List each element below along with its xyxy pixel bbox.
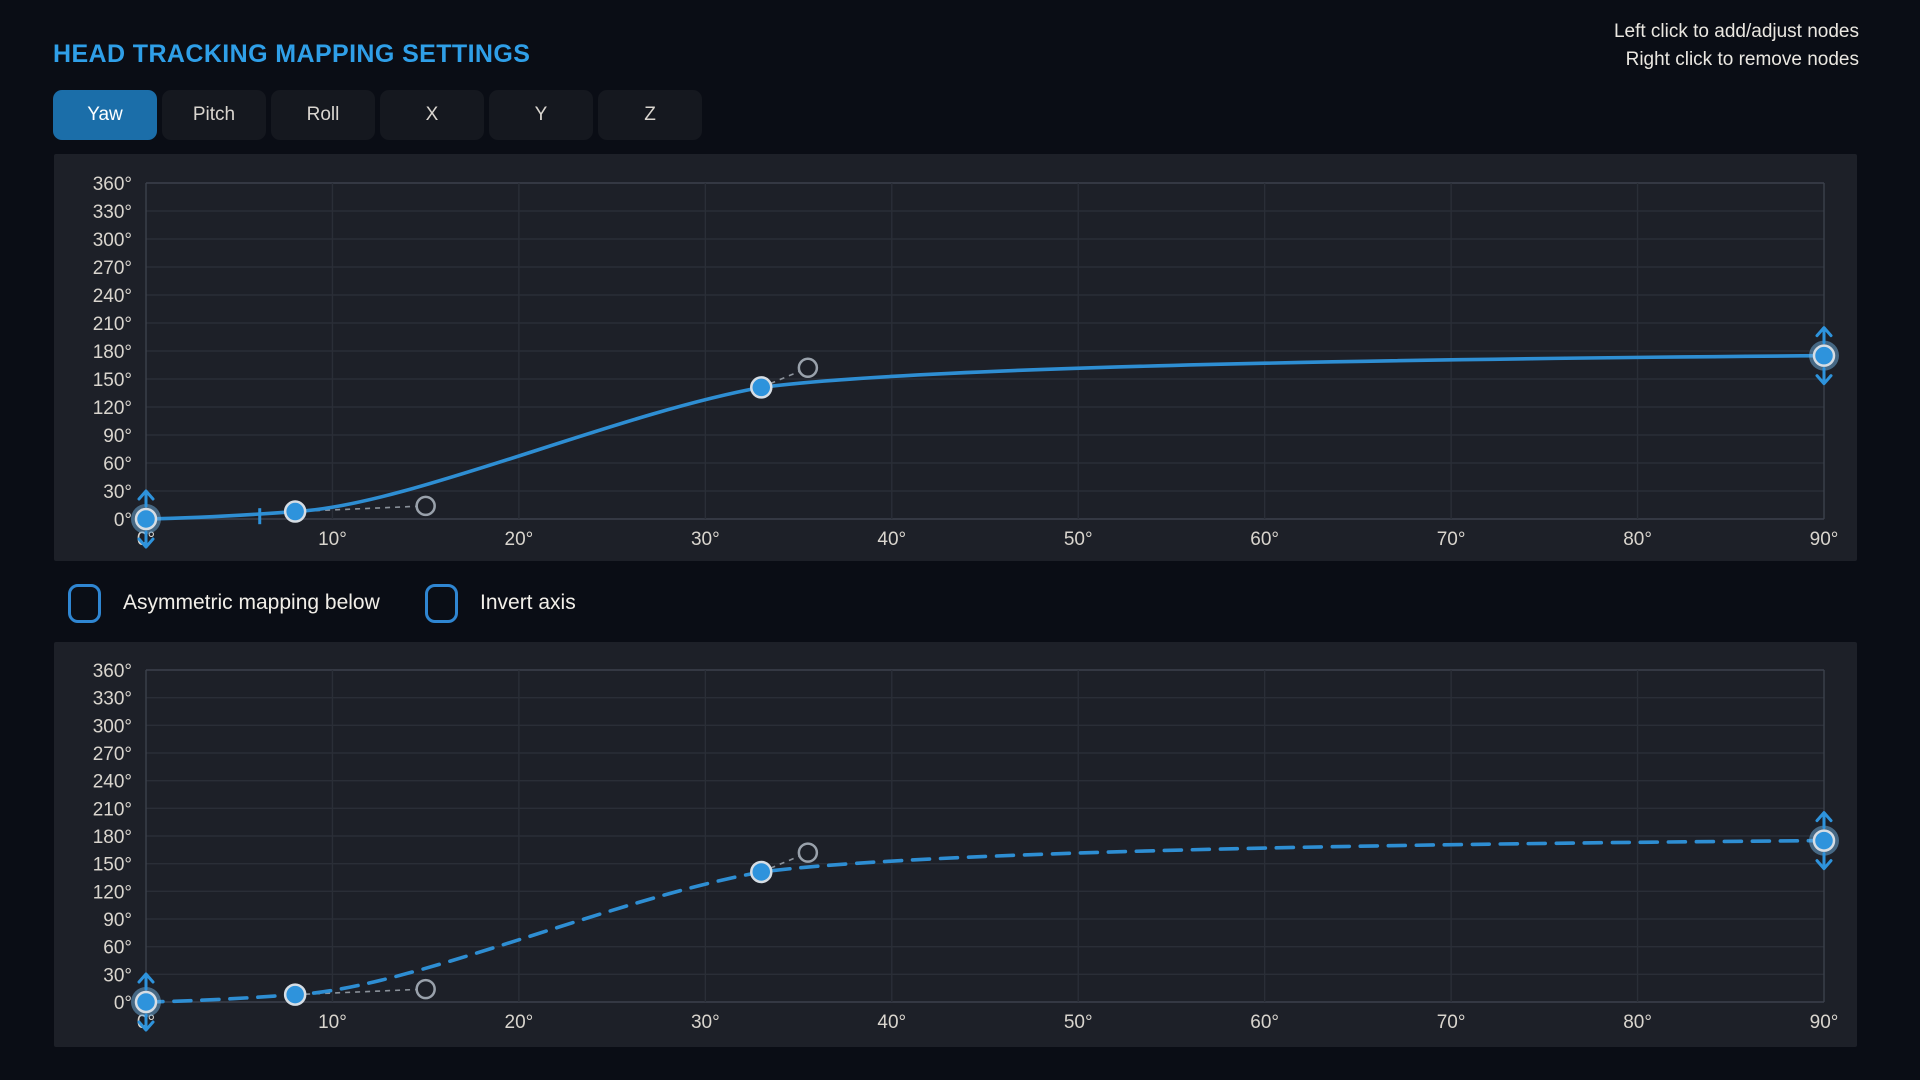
x-axis-tick-label: 20° xyxy=(505,529,534,550)
ghost-node[interactable] xyxy=(415,495,436,517)
axis-tab-bar: Yaw Pitch Roll X Y Z xyxy=(53,90,702,140)
y-axis-tick-label: 360° xyxy=(93,661,132,682)
hint-add-nodes: Left click to add/adjust nodes xyxy=(1613,21,1859,42)
x-axis-tick-label: 90° xyxy=(1810,529,1839,550)
curve-node[interactable] xyxy=(283,983,307,1006)
x-axis-tick-label: 40° xyxy=(877,1012,906,1033)
tab-roll[interactable]: Roll xyxy=(271,90,375,140)
y-axis-tick-label: 30° xyxy=(103,965,132,986)
mapping-curve xyxy=(144,838,1826,1004)
asymmetric-mapping-label: Asymmetric mapping below xyxy=(123,591,380,614)
y-axis-tick-label: 0° xyxy=(114,510,132,531)
x-axis-tick-label: 10° xyxy=(318,1012,347,1033)
x-axis-tick-label: 80° xyxy=(1623,529,1652,550)
x-axis-tick-label: 40° xyxy=(877,529,906,550)
y-axis-tick-label: 330° xyxy=(93,689,132,710)
ghost-node[interactable] xyxy=(415,978,436,1000)
drag-down-arrow-icon xyxy=(1815,367,1833,386)
curve-node[interactable] xyxy=(750,376,773,399)
hint-remove-nodes: Right click to remove nodes xyxy=(1625,49,1859,70)
y-axis-tick-label: 0° xyxy=(114,993,132,1014)
curve-node[interactable] xyxy=(1812,829,1836,852)
node-instructions: Left click to add/adjust nodes Right cli… xyxy=(1614,18,1859,74)
x-axis-tick-label: 70° xyxy=(1437,1012,1466,1033)
y-axis-tick-label: 240° xyxy=(93,286,132,307)
mapping-chart-upper[interactable]: 0° 30° 60° 90° 120° 150° 180° 210° 240° 270° 300° 3… xyxy=(54,154,1857,561)
invert-axis-label: Invert axis xyxy=(480,591,576,614)
drag-down-arrow-icon xyxy=(137,1013,155,1032)
y-axis-tick-label: 60° xyxy=(103,454,132,475)
y-axis-tick-label: 210° xyxy=(93,799,132,820)
y-axis-tick-label: 300° xyxy=(93,716,132,737)
y-axis-tick-label: 240° xyxy=(93,772,132,793)
y-axis-tick-label: 270° xyxy=(93,258,132,279)
x-axis-tick-label: 10° xyxy=(318,529,347,550)
page-title: HEAD TRACKING MAPPING SETTINGS xyxy=(53,40,531,68)
y-axis-tick-label: 120° xyxy=(93,882,132,903)
y-axis-tick-label: 270° xyxy=(93,744,132,765)
tab-yaw[interactable]: Yaw xyxy=(53,90,157,140)
drag-up-arrow-icon xyxy=(137,489,155,508)
drag-up-arrow-icon xyxy=(1815,811,1833,830)
y-axis-tick-label: 150° xyxy=(93,855,132,876)
y-axis-tick-label: 60° xyxy=(103,938,132,959)
tab-y[interactable]: Y xyxy=(489,90,593,140)
invert-axis-option: Invert axis xyxy=(425,583,576,623)
y-axis-tick-label: 180° xyxy=(93,827,132,848)
drag-down-arrow-icon xyxy=(1815,852,1833,871)
x-axis-tick-label: 60° xyxy=(1250,1012,1279,1033)
ghost-node[interactable] xyxy=(797,357,819,379)
x-axis-tick-label: 60° xyxy=(1250,529,1279,550)
x-axis-tick-label: 50° xyxy=(1064,529,1093,550)
y-axis-tick-label: 150° xyxy=(93,370,132,391)
curve-node[interactable] xyxy=(1812,344,1836,367)
asymmetric-mapping-checkbox[interactable] xyxy=(68,583,101,623)
tab-x[interactable]: X xyxy=(380,90,484,140)
mapping-chart-lower-panel: 0° 30° 60° 90° 120° 150° 180° 210° 240° 270° 300° 3… xyxy=(54,642,1857,1047)
curve-node[interactable] xyxy=(750,860,773,884)
y-axis-tick-label: 90° xyxy=(103,910,132,931)
ghost-node[interactable] xyxy=(797,842,819,863)
drag-up-arrow-icon xyxy=(1815,326,1833,345)
y-axis-tick-label: 30° xyxy=(103,482,132,503)
x-axis-tick-label: 20° xyxy=(505,1012,534,1033)
y-axis-tick-label: 180° xyxy=(93,342,132,363)
y-axis-tick-label: 120° xyxy=(93,398,132,419)
x-axis-tick-label: 80° xyxy=(1623,1012,1652,1033)
y-axis-tick-label: 300° xyxy=(93,230,132,251)
asymmetric-mapping-option: Asymmetric mapping below xyxy=(68,583,380,623)
curve-node[interactable] xyxy=(283,500,307,523)
y-axis-tick-label: 210° xyxy=(93,314,132,335)
curve-node[interactable] xyxy=(134,990,158,1014)
mapping-curve xyxy=(144,353,1826,521)
x-axis-tick-label: 30° xyxy=(691,529,720,550)
invert-axis-checkbox[interactable] xyxy=(425,583,458,623)
curve-node[interactable] xyxy=(134,507,158,531)
y-axis-tick-label: 90° xyxy=(103,426,132,447)
tab-pitch[interactable]: Pitch xyxy=(162,90,266,140)
mapping-chart-lower[interactable]: 0° 30° 60° 90° 120° 150° 180° 210° 240° 270° 300° 3… xyxy=(54,642,1857,1047)
x-axis-tick-label: 50° xyxy=(1064,1012,1093,1033)
y-axis-tick-label: 360° xyxy=(93,174,132,195)
mapping-chart-upper-panel: 0° 30° 60° 90° 120° 150° 180° 210° 240° 270° 300° 3… xyxy=(54,154,1857,561)
drag-down-arrow-icon xyxy=(137,530,155,549)
x-axis-tick-label: 90° xyxy=(1810,1012,1839,1033)
drag-up-arrow-icon xyxy=(137,972,155,991)
x-axis-tick-label: 70° xyxy=(1437,529,1466,550)
y-axis-tick-label: 330° xyxy=(93,202,132,223)
tab-z[interactable]: Z xyxy=(598,90,702,140)
x-axis-tick-label: 30° xyxy=(691,1012,720,1033)
